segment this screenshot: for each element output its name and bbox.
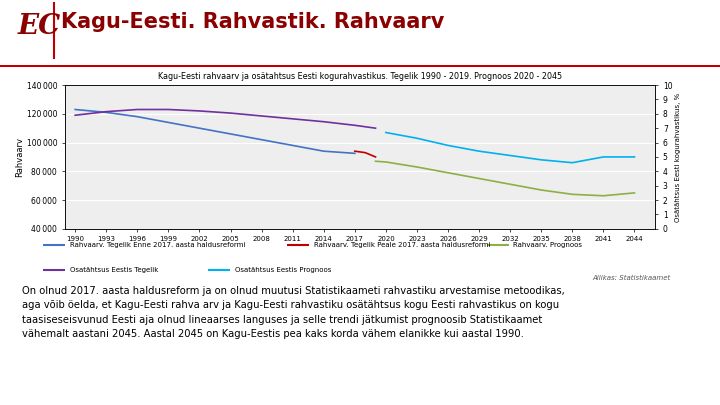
Text: Osatähtsus Eestis Prognoos: Osatähtsus Eestis Prognoos — [235, 267, 331, 273]
Title: Kagu-Eesti rahvaarv ja osätahtsus Eesti kogurahvastikus. Tegelik 1990 - 2019. Pr: Kagu-Eesti rahvaarv ja osätahtsus Eesti … — [158, 72, 562, 81]
Text: Allikas: Statistikaamet: Allikas: Statistikaamet — [593, 275, 670, 281]
Y-axis label: Rahvaarv: Rahvaarv — [14, 137, 24, 177]
Y-axis label: Osätähtsus Eesti kogurahvastikus, %: Osätähtsus Eesti kogurahvastikus, % — [675, 92, 681, 222]
Text: Rahvaarv. Tegelik Enne 2017. aasta haldusreformi: Rahvaarv. Tegelik Enne 2017. aasta haldu… — [70, 242, 246, 248]
Text: Rahvaarv. Prognoos: Rahvaarv. Prognoos — [513, 242, 582, 248]
Text: Osatähtsus Eestis Tegelik: Osatähtsus Eestis Tegelik — [70, 267, 158, 273]
Text: Kagu-Eesti. Rahvastik. Rahvaarv: Kagu-Eesti. Rahvastik. Rahvaarv — [61, 12, 444, 32]
Text: Rahvaarv. Tegelik Peale 2017. aasta haldusreformi: Rahvaarv. Tegelik Peale 2017. aasta hald… — [314, 242, 490, 248]
Text: ЕС: ЕС — [18, 13, 61, 40]
Text: On olnud 2017. aasta haldusreform ja on olnud muutusi Statistikaameti rahvastiku: On olnud 2017. aasta haldusreform ja on … — [22, 286, 564, 339]
